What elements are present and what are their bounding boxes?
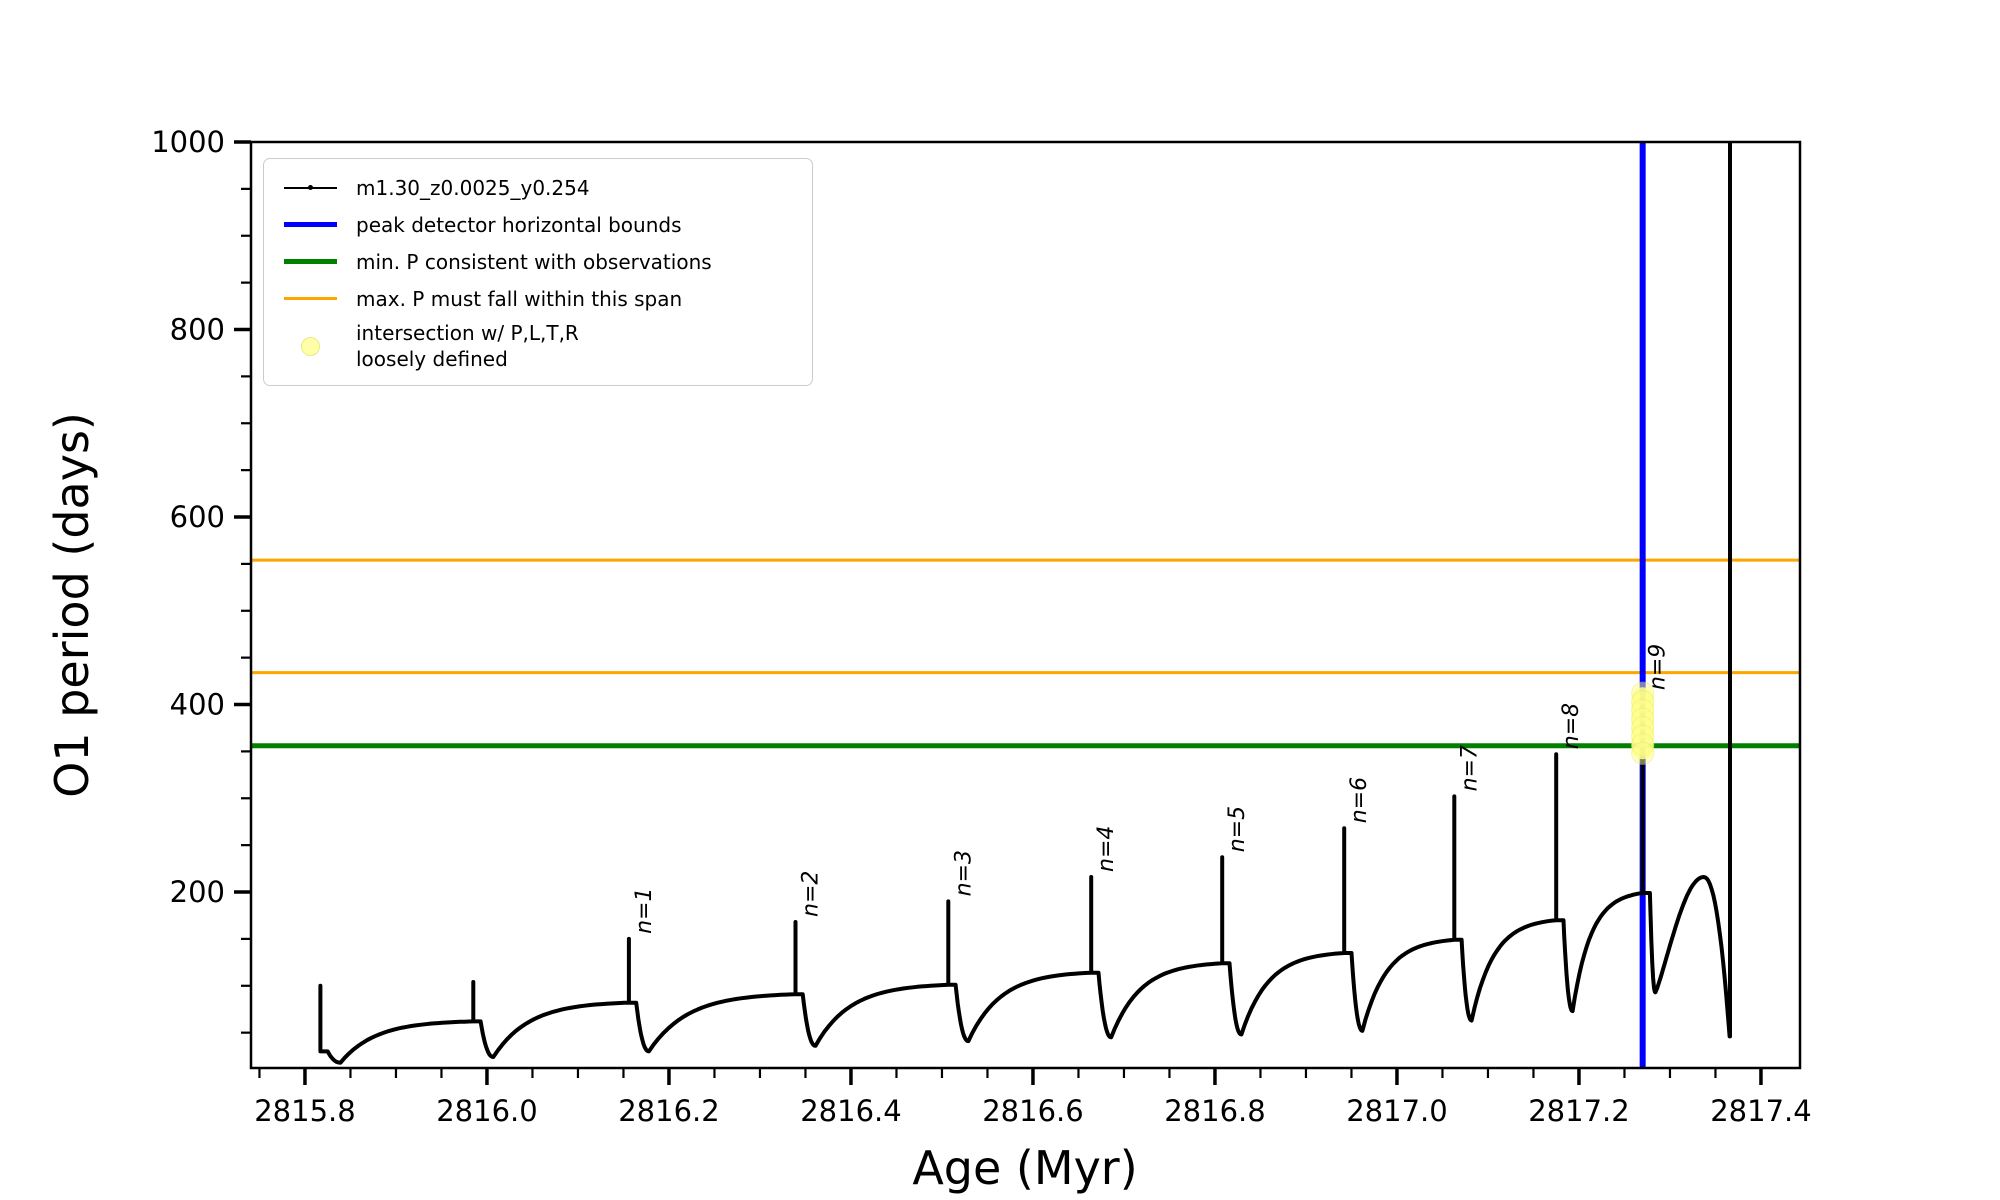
legend-item-peak-detector: peak detector horizontal bounds: [264, 206, 812, 243]
x-tick-label: 2816.6: [982, 1094, 1083, 1128]
peak-annotation: n=4: [1094, 826, 1119, 872]
peak-annotation: n=7: [1457, 745, 1482, 791]
legend-label-intersection: intersection w/ P,L,T,R loosely defined: [356, 321, 579, 371]
legend-series-line-icon: [284, 185, 337, 190]
peak-annotation: n=3: [951, 850, 976, 896]
y-tick-label: 400: [170, 688, 225, 722]
peak-annotation: n=5: [1225, 806, 1250, 852]
legend-label-peak-detector: peak detector horizontal bounds: [356, 212, 682, 237]
legend-label-max-p: max. P must fall within this span: [356, 286, 683, 311]
legend-green-line-icon: [284, 259, 337, 264]
legend-item-series: m1.30_z0.0025_y0.254: [264, 169, 812, 206]
legend-label-min-p: min. P consistent with observations: [356, 249, 712, 274]
x-tick-label: 2816.4: [800, 1094, 901, 1128]
legend-item-intersection: intersection w/ P,L,T,R loosely defined: [264, 317, 812, 375]
plot-content: n=1 n=2 n=3 n=4 n=5 n=6 n=7 n=8 n=9: [251, 142, 1800, 1068]
y-tick-label: 800: [170, 313, 225, 347]
peak-annotation: n=6: [1347, 777, 1372, 823]
x-tick-label: 2816.8: [1164, 1094, 1265, 1128]
intersection-marker: [1631, 741, 1655, 765]
peak-annotation: n=8: [1559, 703, 1584, 749]
x-tick-label: 2815.8: [254, 1094, 355, 1128]
legend-orange-line-icon: [284, 297, 337, 300]
clipped-plot-area: [251, 142, 1800, 1068]
x-axis-label: Age (Myr): [912, 1141, 1137, 1195]
legend-item-max-p: max. P must fall within this span: [264, 280, 812, 317]
y-tick-label: 200: [170, 875, 225, 909]
x-tick-label: 2816.2: [618, 1094, 719, 1128]
period-evolution-curve: [318, 142, 1732, 1065]
legend-blue-line-icon: [284, 222, 337, 227]
peak-annotation: n=9: [1646, 644, 1671, 690]
y-axis-label: O1 period (days): [45, 412, 99, 798]
axes-spines: [249, 140, 1802, 1070]
peak-annotation: n=2: [799, 871, 824, 917]
legend-item-min-p: min. P consistent with observations: [264, 243, 812, 280]
x-tick-label: 2817.0: [1346, 1094, 1447, 1128]
legend-label-series: m1.30_z0.0025_y0.254: [356, 175, 590, 200]
legend-yellow-marker-icon: [284, 336, 337, 356]
plot-axes: 2815.8 2816.0 2816.2 2816.4 2816.6 2816.8 2817…: [151, 125, 1812, 1128]
y-tick-label: 1000: [151, 125, 225, 159]
y-tick-label: 600: [170, 500, 225, 534]
legend: m1.30_z0.0025_y0.254 peak detector horiz…: [263, 158, 813, 386]
legend-series-marker-dot: [308, 185, 313, 190]
x-tick-label: 2817.2: [1528, 1094, 1629, 1128]
peak-annotation: n=1: [632, 888, 657, 934]
x-tick-label: 2816.0: [436, 1094, 537, 1128]
x-tick-label: 2817.4: [1710, 1094, 1811, 1128]
